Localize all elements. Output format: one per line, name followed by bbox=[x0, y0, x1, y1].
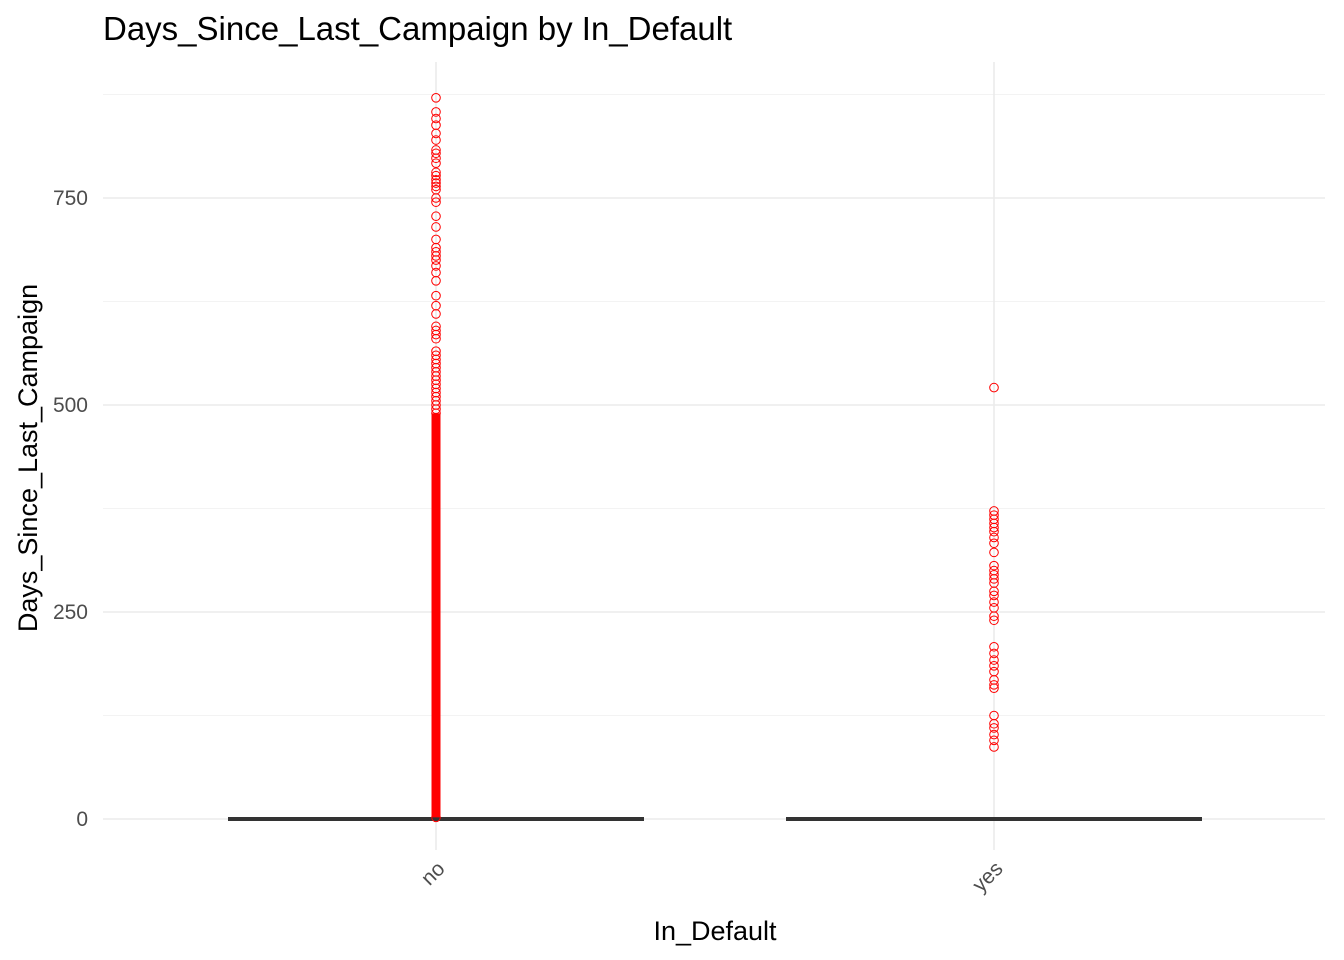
outlier-point-no bbox=[431, 329, 441, 340]
y-tick-label: 250 bbox=[53, 601, 88, 624]
outlier-point-yes bbox=[989, 522, 999, 533]
outlier-point-no bbox=[431, 255, 441, 265]
tick-labels: 0 250 500 750 no yes bbox=[53, 187, 1008, 897]
outlier-point-yes bbox=[989, 586, 999, 597]
outlier-point-no bbox=[431, 158, 441, 169]
outlier-point-yes bbox=[989, 597, 999, 607]
outlier-point-yes bbox=[989, 648, 999, 659]
outlier-point-yes bbox=[989, 382, 999, 393]
outlier-point-no bbox=[431, 170, 441, 181]
outlier-point-yes bbox=[989, 641, 999, 652]
outlier-point-yes bbox=[989, 680, 999, 690]
outlier-point-yes bbox=[989, 615, 999, 626]
outlier-point-no bbox=[431, 181, 441, 192]
outlier-point-no bbox=[431, 135, 441, 145]
outlier-point-yes bbox=[989, 526, 999, 537]
outlier-point-yes bbox=[989, 729, 999, 740]
outlier-point-no bbox=[431, 812, 441, 823]
outlier-point-yes bbox=[989, 560, 999, 571]
outlier-point-no bbox=[431, 193, 441, 203]
chart-title: Days_Since_Last_Campaign by In_Default bbox=[103, 10, 732, 47]
outlier-point-no bbox=[431, 93, 441, 103]
outlier-point-no bbox=[431, 251, 441, 261]
outlier-points bbox=[431, 93, 999, 823]
y-tick-label: 500 bbox=[53, 394, 88, 417]
outlier-point-yes bbox=[989, 547, 999, 558]
y-axis-title: Days_Since_Last_Campaign bbox=[13, 284, 43, 632]
outlier-dense-strip-no bbox=[431, 413, 441, 818]
outlier-point-no bbox=[431, 197, 441, 207]
outlier-point-no bbox=[431, 113, 441, 124]
x-tick-label-no: no bbox=[417, 857, 450, 890]
outlier-point-no bbox=[431, 174, 441, 185]
outlier-point-no bbox=[431, 178, 441, 188]
x-axis-title: In_Default bbox=[653, 916, 777, 946]
outlier-point-yes bbox=[989, 742, 999, 752]
x-tick-label-yes: yes bbox=[968, 857, 1007, 896]
outlier-point-yes bbox=[989, 538, 999, 549]
outlier-point-yes bbox=[989, 590, 999, 601]
outlier-point-no bbox=[431, 404, 441, 414]
outlier-point-no bbox=[431, 222, 441, 232]
outlier-point-yes bbox=[989, 723, 999, 733]
outlier-point-no bbox=[431, 153, 441, 164]
outlier-point-yes bbox=[989, 532, 999, 543]
outlier-point-no bbox=[431, 211, 441, 222]
outlier-point-no bbox=[431, 167, 441, 178]
outlier-point-yes bbox=[989, 661, 999, 671]
outlier-point-yes bbox=[989, 683, 999, 693]
outlier-point-no bbox=[431, 408, 441, 419]
y-tick-label: 750 bbox=[53, 187, 88, 210]
outlier-point-yes bbox=[989, 611, 999, 621]
outlier-point-yes bbox=[989, 655, 999, 665]
outlier-point-no bbox=[431, 333, 441, 344]
outlier-point-no bbox=[431, 107, 441, 117]
outlier-point-no bbox=[431, 261, 441, 271]
outlier-point-yes bbox=[989, 574, 999, 584]
outlier-point-no bbox=[431, 276, 441, 286]
outlier-point-yes bbox=[989, 718, 999, 729]
outlier-point-no bbox=[431, 148, 441, 159]
outlier-point-no bbox=[431, 309, 441, 319]
outlier-point-yes bbox=[989, 735, 999, 746]
y-tick-label: 0 bbox=[76, 808, 88, 831]
outlier-point-no bbox=[431, 290, 441, 301]
outlier-point-no bbox=[431, 128, 441, 139]
grid-lines bbox=[103, 62, 1325, 850]
